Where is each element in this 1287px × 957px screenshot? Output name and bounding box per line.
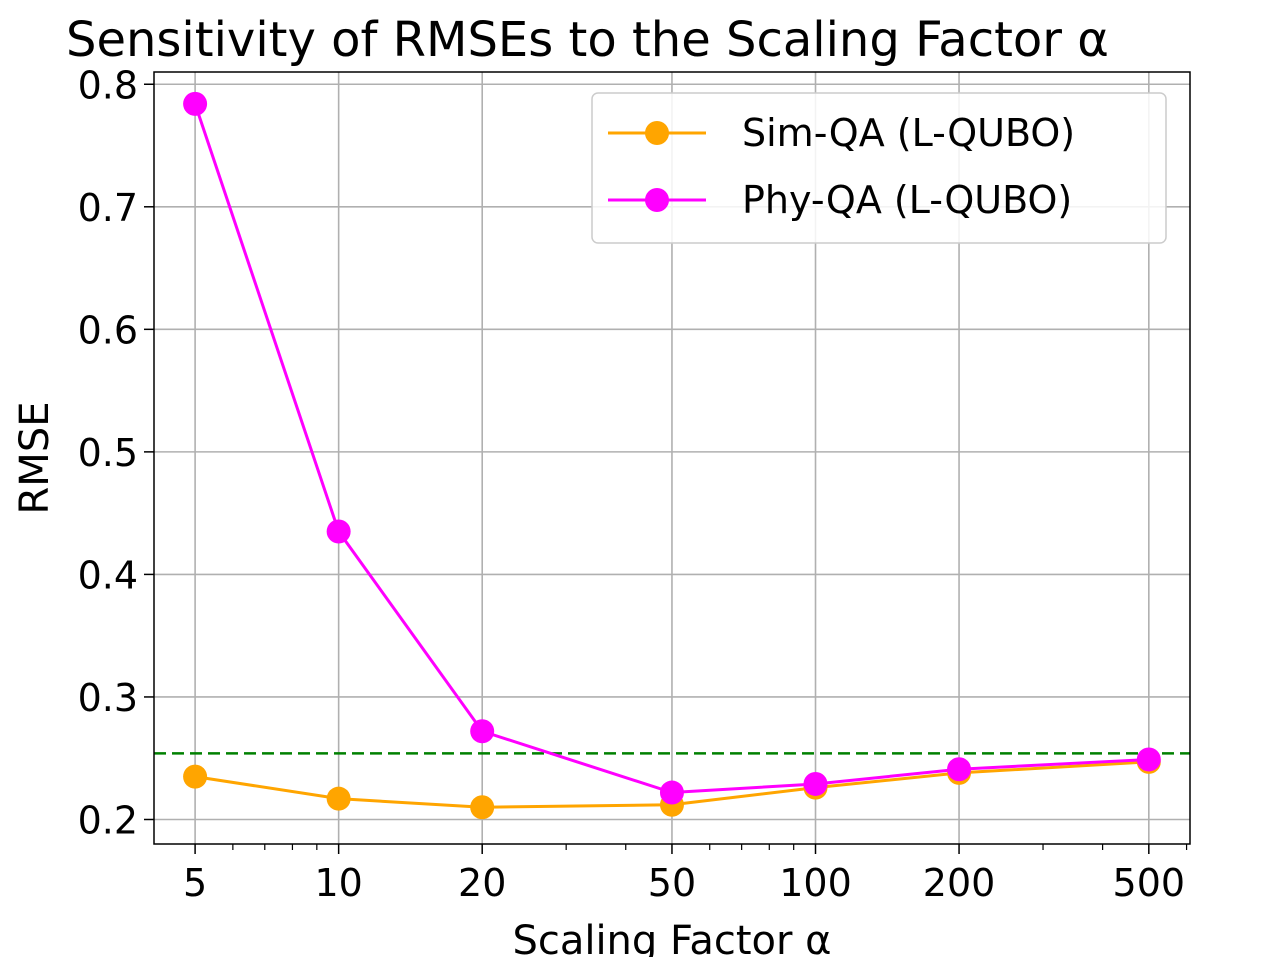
chart-title: Sensitivity of RMSEs to the Scaling Fact… bbox=[66, 12, 1109, 68]
data-point-sim-qa bbox=[326, 786, 351, 811]
data-point-phy-qa bbox=[947, 757, 972, 782]
data-point-sim-qa bbox=[183, 764, 208, 789]
legend-marker-phy-qa bbox=[645, 188, 669, 212]
y-tick-label: 0.4 bbox=[78, 553, 138, 597]
legend: Sim-QA (L-QUBO) Phy-QA (L-QUBO) bbox=[591, 92, 1167, 244]
x-tick-label: 500 bbox=[1113, 861, 1186, 905]
data-point-phy-qa bbox=[659, 780, 684, 805]
y-axis-label: RMSE bbox=[12, 402, 58, 515]
legend-box bbox=[591, 92, 1167, 244]
series-layer bbox=[183, 91, 1161, 820]
data-point-sim-qa bbox=[470, 795, 495, 820]
x-tick-label: 200 bbox=[923, 861, 996, 905]
legend-label-sim-qa: Sim-QA (L-QUBO) bbox=[742, 111, 1075, 155]
data-point-phy-qa bbox=[470, 719, 495, 744]
y-tick-label: 0.2 bbox=[78, 798, 138, 842]
x-tick-label: 5 bbox=[183, 861, 207, 905]
data-point-phy-qa bbox=[1136, 747, 1161, 772]
legend-item-sim-qa: Sim-QA (L-QUBO) bbox=[608, 111, 1075, 155]
y-tick-label: 0.3 bbox=[78, 676, 138, 720]
legend-marker-sim-qa bbox=[645, 121, 669, 145]
y-tick-label: 0.5 bbox=[78, 431, 138, 475]
ticks: 5 10 20 50 100 200 500 0.2 0.3 0.4 0.5 0.6 0.7 0.8 bbox=[78, 63, 1188, 905]
x-tick-label: 100 bbox=[779, 861, 852, 905]
y-tick-label: 0.8 bbox=[78, 63, 138, 107]
x-tick-label: 20 bbox=[458, 861, 506, 905]
data-point-phy-qa bbox=[183, 91, 208, 116]
x-axis-label: Scaling Factor α bbox=[512, 918, 831, 957]
y-tick-label: 0.6 bbox=[78, 308, 138, 352]
legend-item-phy-qa: Phy-QA (L-QUBO) bbox=[608, 178, 1072, 222]
x-tick-label: 50 bbox=[648, 861, 696, 905]
data-point-phy-qa bbox=[326, 519, 351, 544]
y-tick-label: 0.7 bbox=[78, 186, 138, 230]
legend-label-phy-qa: Phy-QA (L-QUBO) bbox=[742, 178, 1072, 222]
data-point-phy-qa bbox=[803, 771, 828, 796]
x-tick-label: 10 bbox=[314, 861, 362, 905]
